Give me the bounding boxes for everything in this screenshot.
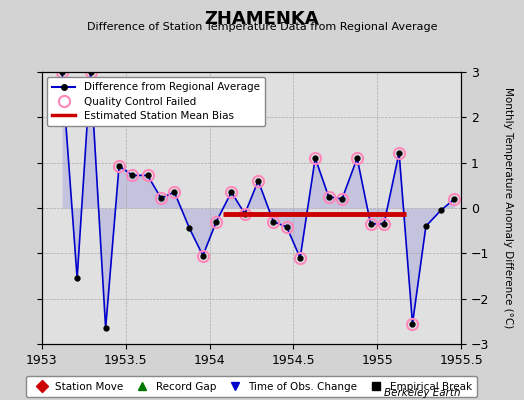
Y-axis label: Monthly Temperature Anomaly Difference (°C): Monthly Temperature Anomaly Difference (… xyxy=(503,87,513,329)
Text: Berkeley Earth: Berkeley Earth xyxy=(385,388,461,398)
Text: ZHAMENKA: ZHAMENKA xyxy=(205,10,319,28)
Text: Difference of Station Temperature Data from Regional Average: Difference of Station Temperature Data f… xyxy=(87,22,437,32)
Legend: Station Move, Record Gap, Time of Obs. Change, Empirical Break: Station Move, Record Gap, Time of Obs. C… xyxy=(26,376,477,397)
